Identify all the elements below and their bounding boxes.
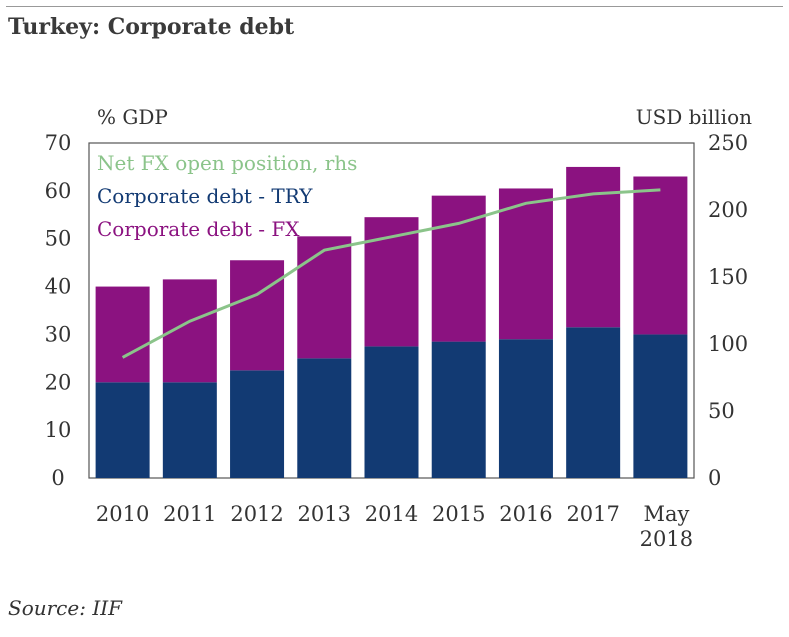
left-tick-label: 10 (45, 418, 72, 442)
legend-try: Corporate debt - TRY (97, 184, 313, 208)
bar-fx-3 (297, 236, 352, 359)
left-tick-label: 50 (45, 227, 72, 251)
bar-fx-8 (633, 176, 688, 335)
left-tick-label: 70 (45, 131, 72, 155)
x-tick-label: 2015 (432, 502, 485, 526)
bar-try-7 (566, 327, 621, 478)
bar-fx-5 (431, 195, 486, 342)
right-tick-label: 150 (708, 265, 748, 289)
left-tick-label: 20 (45, 370, 72, 394)
x-tick-label: 2016 (499, 502, 552, 526)
bar-fx-7 (566, 166, 621, 328)
right-tick-label: 200 (708, 198, 748, 222)
bar-fx-6 (498, 188, 553, 340)
left-tick-label: 40 (45, 275, 72, 299)
bar-try-5 (431, 341, 486, 478)
source-note: Source: IIF (8, 596, 122, 620)
bar-fx-2 (230, 260, 285, 371)
bar-try-1 (162, 382, 217, 478)
right-tick-label: 0 (708, 466, 721, 490)
x-tick-label: 2010 (96, 502, 149, 526)
top-rule (6, 6, 783, 7)
x-tick-label: 2013 (298, 502, 351, 526)
right-tick-label: 50 (708, 399, 735, 423)
bars-layer (95, 166, 688, 478)
right-tick-label: 250 (708, 131, 748, 155)
bar-try-4 (364, 346, 419, 478)
right-axis-ticks: 0 50 100 150 200 250 (708, 131, 748, 490)
bar-try-0 (95, 382, 150, 478)
bar-fx-4 (364, 217, 419, 347)
left-tick-label: 0 (51, 466, 64, 490)
bar-try-2 (230, 370, 285, 478)
legend-net-fx: Net FX open position, rhs (97, 151, 357, 175)
net-fx-line (121, 188, 661, 359)
bar-try-6 (498, 339, 553, 478)
right-tick-label: 100 (708, 332, 748, 356)
x-tick-label: 2012 (230, 502, 283, 526)
legend: Net FX open position, rhs Corporate debt … (97, 151, 357, 241)
left-axis-unit: % GDP (97, 105, 168, 129)
chart-title: Turkey: Corporate debt (8, 14, 295, 40)
legend-fx: Corporate debt - FX (97, 217, 300, 241)
x-tick-label: 2017 (566, 502, 619, 526)
bar-try-3 (297, 358, 352, 478)
x-tick-label: 2014 (365, 502, 418, 526)
x-tick-label: 2011 (163, 502, 216, 526)
left-tick-label: 60 (45, 179, 72, 203)
right-axis-unit: USD billion (636, 105, 752, 129)
x-tick-label: May 2018 (640, 502, 693, 551)
left-axis-ticks: 0 10 20 30 40 50 60 70 (45, 131, 72, 490)
chart: 0 10 20 30 40 50 60 70 0 50 100 150 200 250 2010 2011… (45, 105, 752, 551)
bar-fx-0 (95, 286, 150, 383)
bar-try-8 (633, 334, 688, 478)
left-tick-label: 30 (45, 322, 72, 346)
x-axis-ticks: 2010 2011 2012 2013 2014 2015 2016 2017 May 2018 (96, 502, 693, 551)
